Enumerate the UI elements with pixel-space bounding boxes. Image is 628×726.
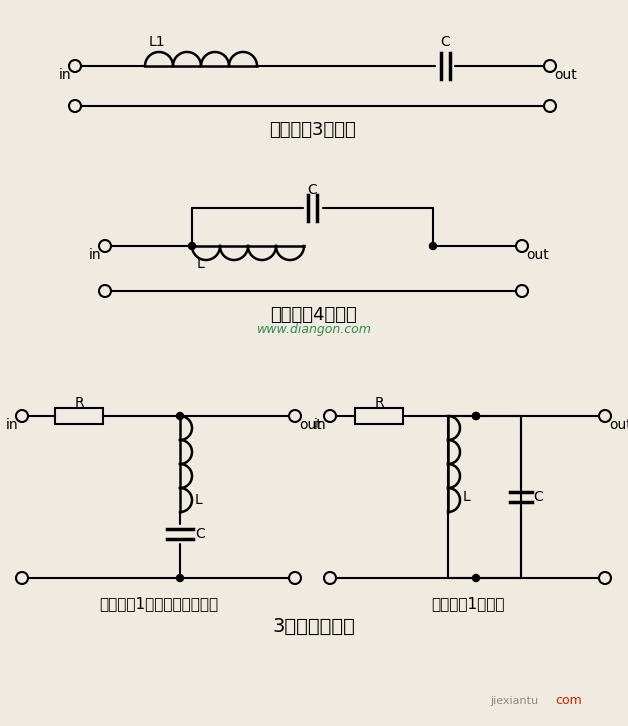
Text: out: out — [299, 418, 322, 432]
Text: in: in — [89, 248, 101, 262]
Text: out: out — [526, 248, 549, 262]
Text: 信号滤波3一带通: 信号滤波3一带通 — [269, 121, 356, 139]
Text: 信号滤波1一带通: 信号滤波1一带通 — [431, 597, 504, 611]
Text: C: C — [440, 35, 450, 49]
Text: out: out — [609, 418, 628, 432]
Text: in: in — [6, 418, 18, 432]
Text: com: com — [555, 695, 582, 708]
Circle shape — [430, 242, 436, 250]
Circle shape — [176, 412, 183, 420]
Text: R: R — [74, 396, 84, 410]
Text: C: C — [308, 183, 317, 197]
Text: C: C — [195, 527, 205, 541]
Bar — [55, 408, 103, 424]
Circle shape — [176, 574, 183, 582]
Text: jiexiantu: jiexiantu — [490, 696, 538, 706]
Circle shape — [472, 412, 480, 420]
Text: 3、信号滤波器: 3、信号滤波器 — [273, 616, 355, 635]
Text: in: in — [58, 68, 71, 82]
Text: L1: L1 — [149, 35, 165, 49]
Circle shape — [472, 574, 480, 582]
Text: out: out — [554, 68, 577, 82]
Text: 信号滤波1一带阻（陷波器）: 信号滤波1一带阻（陷波器） — [99, 597, 218, 611]
Text: L: L — [463, 490, 471, 504]
Text: 信号滤波4一带阻: 信号滤波4一带阻 — [270, 306, 357, 324]
Circle shape — [472, 412, 480, 420]
Text: www.diangon.com: www.diangon.com — [257, 324, 371, 336]
Text: L: L — [195, 493, 203, 507]
Circle shape — [188, 242, 195, 250]
Text: L: L — [197, 257, 205, 271]
Text: in: in — [313, 418, 326, 432]
Text: C: C — [533, 490, 543, 504]
Text: R: R — [374, 396, 384, 410]
Bar — [355, 408, 403, 424]
